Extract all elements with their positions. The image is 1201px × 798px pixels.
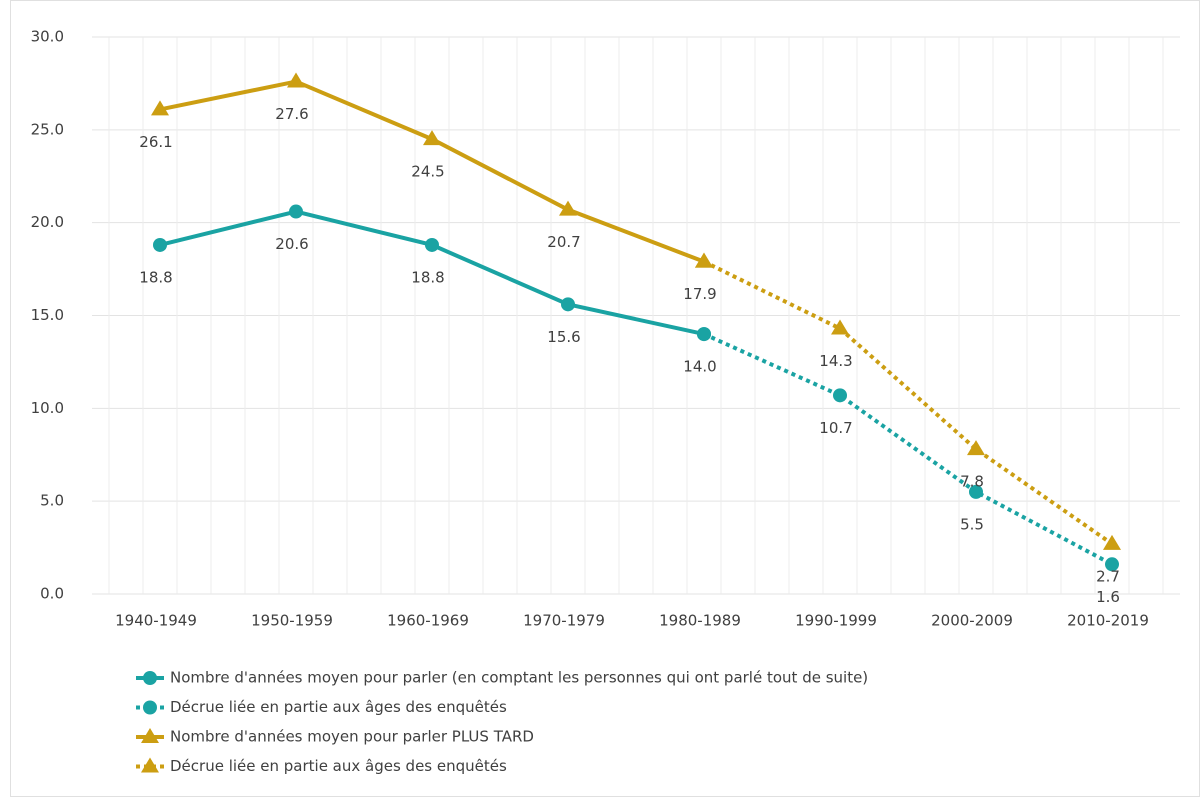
series-line xyxy=(703,332,1113,567)
data-label: 27.6 xyxy=(275,105,308,123)
data-point xyxy=(425,237,439,252)
data-label: 1.6 xyxy=(1096,588,1120,606)
data-label: 17.9 xyxy=(683,285,716,303)
data-label: 14.0 xyxy=(683,358,716,376)
data-label: 14.3 xyxy=(819,352,852,370)
data-label: 20.6 xyxy=(275,235,308,253)
x-tick-label: 1940-1949 xyxy=(115,612,197,630)
data-label: 10.7 xyxy=(819,419,852,437)
data-point xyxy=(967,440,985,456)
data-label: 7.8 xyxy=(960,473,984,491)
legend-marker xyxy=(141,757,159,773)
x-tick-label: 1950-1959 xyxy=(251,612,333,630)
legend-marker xyxy=(143,700,157,715)
chart-frame xyxy=(10,0,1200,797)
x-tick-label: 1960-1969 xyxy=(387,612,469,630)
y-tick-label: 20.0 xyxy=(31,213,64,231)
y-tick-label: 25.0 xyxy=(31,120,64,138)
y-tick-label: 5.0 xyxy=(40,492,64,510)
legend-label: Décrue liée en partie aux âges des enquê… xyxy=(170,757,507,775)
data-point xyxy=(833,388,847,403)
data-label: 2.7 xyxy=(1096,567,1120,585)
x-tick-label: 1980-1989 xyxy=(659,612,741,630)
y-tick-label: 15.0 xyxy=(31,306,64,324)
data-point xyxy=(153,237,167,252)
data-point xyxy=(151,100,169,116)
data-point xyxy=(1105,557,1119,572)
data-point xyxy=(969,484,983,499)
series-line xyxy=(703,259,1114,546)
data-point xyxy=(695,252,713,268)
x-tick-label: 2000-2009 xyxy=(931,612,1013,630)
legend-marker xyxy=(143,671,157,685)
data-label: 18.8 xyxy=(411,268,444,286)
data-label: 24.5 xyxy=(411,163,444,181)
y-tick-label: 0.0 xyxy=(40,585,64,603)
x-tick-label: 1970-1979 xyxy=(523,612,605,630)
data-point xyxy=(561,297,575,312)
data-point xyxy=(559,200,577,216)
legend-label: Nombre d'années moyen pour parler PLUS T… xyxy=(170,728,534,746)
data-point xyxy=(423,130,441,146)
legend-label: Nombre d'années moyen pour parler (en co… xyxy=(170,669,868,687)
data-point xyxy=(1103,534,1121,550)
data-label: 18.8 xyxy=(139,268,172,286)
data-label: 15.6 xyxy=(547,328,580,346)
data-point xyxy=(697,327,711,342)
x-tick-label: 1990-1999 xyxy=(795,612,877,630)
y-tick-label: 30.0 xyxy=(31,28,64,46)
data-label: 20.7 xyxy=(547,233,580,251)
legend-marker xyxy=(141,728,159,743)
legend-label: Décrue liée en partie aux âges des enquê… xyxy=(170,698,507,716)
data-point xyxy=(287,72,305,88)
x-tick-label: 2010-2019 xyxy=(1067,612,1149,630)
y-tick-label: 10.0 xyxy=(31,399,64,417)
data-label: 5.5 xyxy=(960,515,984,533)
data-label: 26.1 xyxy=(139,133,172,151)
data-point xyxy=(831,319,849,335)
data-point xyxy=(289,204,303,219)
